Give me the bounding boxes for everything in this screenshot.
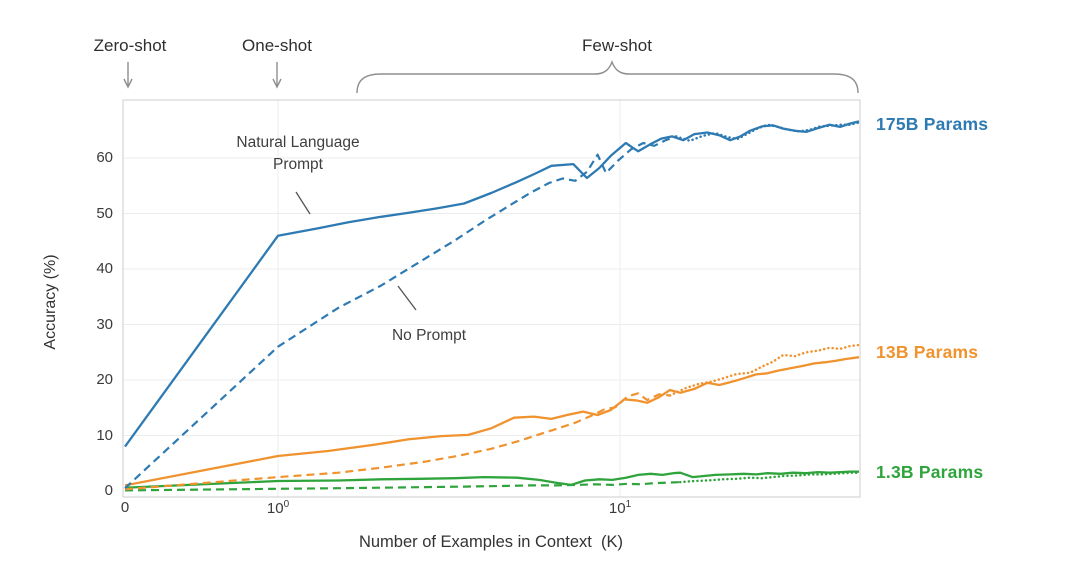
series-label-1.3b-params: 1.3B Params	[876, 462, 984, 482]
few-shot-brace	[356, 60, 859, 94]
series-label-13b-params: 13B Params	[876, 342, 979, 362]
y-tick-60: 60	[96, 149, 113, 166]
x-tick-0: 0	[120, 499, 130, 516]
y-tick-50: 50	[96, 204, 113, 222]
series-line-1-dotted	[678, 471, 860, 484]
y-axis-title: Accuracy (%)	[42, 254, 59, 350]
y-tick-20: 20	[96, 371, 113, 388]
zero-shot-annotation: Zero-shot	[93, 36, 167, 55]
plot-border	[122, 99, 861, 498]
x-tick-1: 100	[266, 499, 290, 517]
x-tick-10: 101	[608, 499, 632, 517]
y-tick-10: 10	[96, 426, 113, 444]
no-prompt-annotation: No Prompt	[391, 327, 467, 344]
one-shot-annotation: One-shot	[242, 36, 312, 55]
series-line-6-dashed	[124, 135, 677, 490]
y-tick-30: 30	[96, 315, 113, 333]
series-line-3-dashed	[124, 392, 671, 491]
y-tick-40: 40	[96, 260, 113, 277]
natural-language-prompt-annotation: Natural Language Prompt	[236, 134, 360, 173]
few-shot-annotation: Few-shot	[582, 36, 652, 55]
series-line-8-solid	[124, 120, 860, 448]
no-prompt-leader	[397, 285, 417, 311]
y-tick-0: 0	[104, 482, 113, 499]
series-line-0-dashed	[124, 481, 681, 492]
zero-shot-arrow-head	[123, 78, 133, 89]
series-line-5-solid	[124, 356, 860, 487]
x-axis-title: Number of Examples in Context (K)	[358, 533, 624, 551]
series-label-175b-params: 175B Params	[876, 114, 989, 134]
natural-language-prompt-leader	[295, 191, 311, 215]
one-shot-arrow-head	[272, 78, 282, 89]
series-line-2-solid	[124, 470, 859, 489]
